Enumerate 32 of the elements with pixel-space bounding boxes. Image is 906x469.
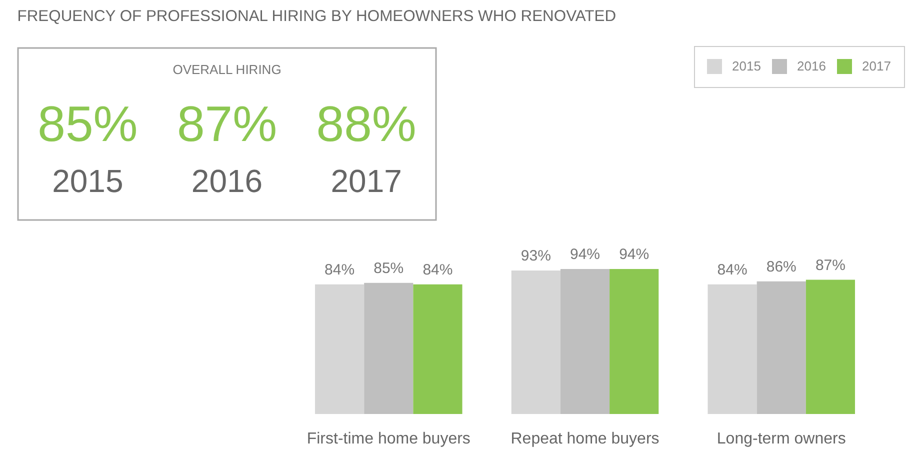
legend-label: 2015	[732, 58, 761, 74]
bar	[315, 284, 364, 414]
text: OVERALL HIRING	[172, 62, 282, 77]
category-label: 2016	[191, 163, 263, 199]
text: 88%	[316, 96, 416, 152]
x-tick-label: First-time home buyers	[306, 430, 470, 448]
legend-label: 2016	[797, 58, 826, 74]
data-label: 85%	[374, 260, 404, 277]
text: 85%	[38, 96, 138, 152]
bar	[413, 284, 462, 414]
x-tick-label: Repeat home buyers	[510, 430, 660, 448]
data-label: 84%	[717, 261, 748, 278]
chart-title: FREQUENCY OF PROFESSIONAL HIRING BY HOMEOWNERS WHO RENOVATED	[17, 8, 616, 25]
category-label: 2015	[52, 163, 124, 199]
data-label: 84%	[422, 261, 453, 278]
text: 87%	[176, 96, 278, 152]
bar	[708, 284, 757, 414]
data-label: 93%	[520, 248, 551, 265]
bar	[560, 269, 610, 414]
bar	[364, 282, 414, 414]
legend-label: 2017	[862, 58, 891, 74]
bar	[806, 280, 855, 414]
data-label: 94%	[570, 246, 600, 263]
bar	[610, 269, 659, 414]
x-tick-label: Long-term owners	[716, 430, 846, 448]
data-label: 94%	[619, 246, 650, 263]
bar	[756, 281, 806, 414]
data-label: 84%	[324, 261, 355, 278]
bar	[511, 270, 560, 414]
category-label: 2017	[330, 163, 402, 199]
data-label: 86%	[766, 258, 796, 276]
data-label: 87%	[815, 256, 846, 274]
